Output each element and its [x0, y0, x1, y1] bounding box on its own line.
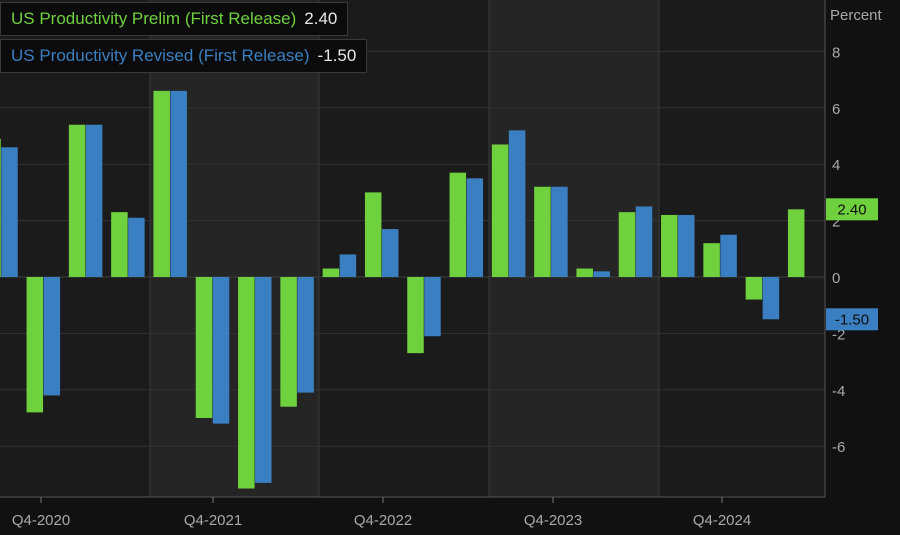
x-tick-label: Q4-2021 [184, 512, 242, 529]
y-tick-label: 2 [832, 214, 840, 231]
bar-prelim-8 [322, 268, 340, 277]
legend-value-prelim: 2.40 [304, 9, 338, 28]
bar-prelim-10 [407, 277, 424, 354]
bar-revised-14 [593, 271, 610, 277]
bar-prelim-18 [745, 277, 763, 300]
bar-revised-5 [212, 277, 230, 424]
bar-revised-0 [1, 147, 18, 277]
price-label-revised: -1.50 [835, 311, 869, 328]
price-label-prelim-box [826, 198, 878, 221]
bar-prelim-3 [111, 212, 128, 277]
bar-revised-13 [551, 186, 568, 277]
bar-prelim-0 [0, 138, 1, 277]
bar-prelim-1 [26, 277, 44, 413]
bar-revised-3 [128, 217, 145, 277]
bar-revised-15 [635, 206, 653, 277]
bar-revised-16 [678, 214, 695, 277]
bar-prelim-4 [153, 90, 170, 277]
bar-prelim-9 [364, 192, 382, 277]
y-axis-label: Percent [830, 7, 883, 24]
bar-revised-4 [170, 90, 187, 277]
bar-prelim-7 [280, 277, 297, 407]
x-tick-label: Q4-2023 [524, 512, 582, 529]
bar-revised-9 [381, 229, 399, 277]
bar-prelim-14 [576, 268, 593, 277]
y-tick-label: 4 [832, 157, 840, 174]
y-tick-label: -6 [832, 439, 845, 456]
legend-entry-prelim: US Productivity Prelim (First Release) 2… [0, 2, 349, 36]
bar-prelim-17 [703, 243, 720, 277]
bar-prelim-2 [68, 124, 86, 277]
y-tick-label: -2 [832, 326, 845, 343]
bar-revised-11 [466, 178, 484, 277]
bar-revised-18 [762, 277, 780, 320]
bar-revised-8 [339, 254, 357, 277]
price-label-revised-box [826, 308, 878, 331]
bar-prelim-12 [491, 144, 509, 277]
bar-prelim-5 [195, 277, 213, 418]
bar-prelim-16 [661, 214, 678, 277]
bar-revised-6 [255, 277, 272, 483]
price-label-prelim: 2.40 [837, 201, 866, 218]
bar-revised-12 [508, 130, 526, 277]
legend-entry-revised: US Productivity Revised (First Release) … [0, 39, 368, 73]
bar-prelim-6 [238, 277, 255, 489]
bar-revised-7 [297, 277, 314, 393]
x-tick-label: Q4-2020 [12, 512, 70, 529]
bar-revised-1 [43, 277, 61, 396]
x-tick-label: Q4-2022 [354, 512, 412, 529]
bar-revised-2 [85, 124, 103, 277]
y-tick-label: -4 [832, 383, 845, 400]
bar-prelim-15 [618, 212, 636, 277]
x-tick-label: Q4-2024 [693, 512, 751, 529]
bar-revised-10 [424, 277, 441, 337]
legend-value-revised: -1.50 [317, 46, 357, 65]
y-tick-label: 0 [832, 270, 840, 287]
y-tick-label: 6 [832, 101, 840, 118]
bar-revised-17 [720, 234, 737, 277]
legend-label-prelim: US Productivity Prelim (First Release) [11, 9, 297, 28]
legend-label-revised: US Productivity Revised (First Release) [11, 46, 310, 65]
bar-prelim-13 [534, 186, 551, 277]
y-tick-label: 8 [832, 44, 840, 61]
bar-prelim-11 [449, 172, 467, 277]
bar-prelim-19 [787, 209, 805, 277]
